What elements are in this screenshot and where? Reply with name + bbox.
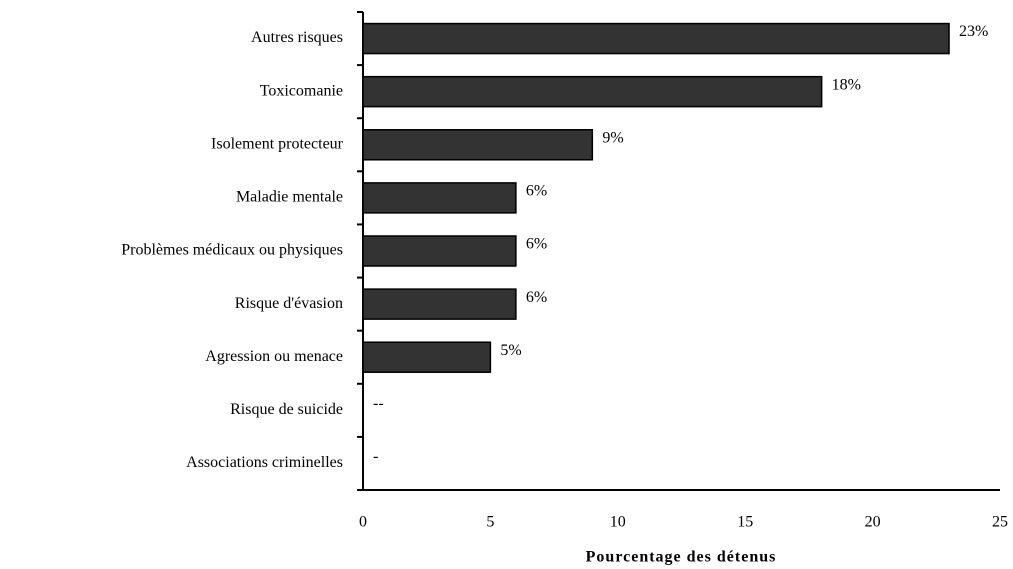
y-tick-label: Problèmes médicaux ou physiques bbox=[121, 242, 343, 259]
y-tick-label: Toxicomanie bbox=[260, 82, 343, 99]
x-axis-title: Pourcentage des détenus bbox=[586, 549, 777, 566]
x-tick-label: 25 bbox=[992, 514, 1008, 531]
x-tick-label: 5 bbox=[486, 514, 494, 531]
bar bbox=[362, 129, 594, 161]
value-label: 18% bbox=[832, 76, 861, 93]
y-tick-label: Associations criminelles bbox=[186, 454, 343, 471]
value-label: 6% bbox=[526, 236, 547, 253]
y-tick-label: Risque de suicide bbox=[230, 401, 343, 418]
value-label: 5% bbox=[500, 342, 521, 359]
value-label: 6% bbox=[526, 183, 547, 200]
x-tick-label: 15 bbox=[737, 514, 753, 531]
bar bbox=[362, 182, 517, 214]
bar bbox=[362, 22, 950, 55]
value-label: 23% bbox=[959, 23, 988, 40]
bar bbox=[362, 341, 492, 373]
value-label: 9% bbox=[602, 129, 623, 146]
y-tick-label: Risque d'évasion bbox=[235, 295, 343, 312]
bar bbox=[362, 75, 823, 108]
x-tick-label: 20 bbox=[865, 514, 881, 531]
value-label: -- bbox=[373, 395, 384, 412]
value-label: 6% bbox=[526, 289, 547, 306]
bar bbox=[362, 235, 517, 267]
x-tick-label: 0 bbox=[359, 514, 367, 531]
y-tick-label: Isolement protecteur bbox=[211, 135, 344, 152]
y-tick-label: Agression ou menace bbox=[205, 348, 343, 365]
y-tick-label: Autres risques bbox=[251, 29, 343, 46]
bar bbox=[362, 288, 517, 320]
x-tick-label: 10 bbox=[610, 514, 626, 531]
y-tick-label: Maladie mentale bbox=[236, 189, 343, 206]
value-label: - bbox=[373, 448, 378, 465]
